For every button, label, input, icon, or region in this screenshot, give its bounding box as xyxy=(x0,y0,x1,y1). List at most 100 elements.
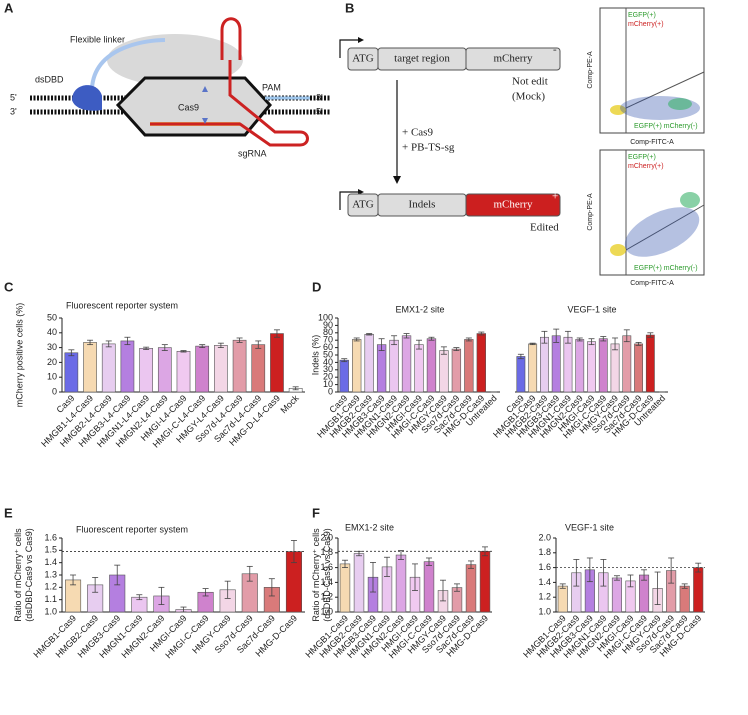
y-tick-label: 1.4 xyxy=(538,577,551,587)
density xyxy=(668,98,692,110)
label: sgRNA xyxy=(238,148,267,158)
linker xyxy=(90,38,166,89)
error-bar xyxy=(453,347,460,351)
bar xyxy=(598,338,608,393)
chart-title: EMX1-2 site xyxy=(345,522,394,532)
bar xyxy=(540,336,549,393)
axis-title: Comp-PE-A xyxy=(587,193,594,231)
y-tick-label: 2.0 xyxy=(320,532,333,542)
label: mCherry xyxy=(493,199,533,211)
promoter-arrow xyxy=(339,191,358,210)
y-tick-label: 1.1 xyxy=(44,594,57,604)
y-axis-title: Ratio of mCherry⁺ cells xyxy=(13,528,23,622)
error-bar xyxy=(124,336,131,346)
diagram-b: ATG target region mCherry - Not edit (Mo… xyxy=(339,37,561,234)
bar xyxy=(575,339,585,393)
y-tick-label: 1.6 xyxy=(538,562,551,572)
axis-title: Comp-FITC-A xyxy=(630,139,674,146)
error-bar xyxy=(586,557,593,583)
chart-title: Fluorescent reporter system xyxy=(76,524,188,534)
y-tick-label: 60 xyxy=(323,342,333,352)
error-bar xyxy=(428,336,435,341)
bar xyxy=(551,335,561,393)
y-axis-title: (dsDBD-Cas9 vs Cas9) xyxy=(24,528,34,622)
y-tick-label: 40 xyxy=(47,327,57,337)
y-tick-label: 1.4 xyxy=(320,577,333,587)
bar xyxy=(464,339,474,393)
density xyxy=(680,192,700,208)
label: - xyxy=(553,44,557,56)
error-bar xyxy=(378,338,385,351)
bar xyxy=(353,553,365,613)
chart-title: EMX1-2 site xyxy=(395,304,444,314)
chart-title: VEGF-1 site xyxy=(565,522,614,532)
gate-label: mCherry(+) xyxy=(628,21,664,28)
bar xyxy=(251,344,266,393)
y-tick-label: 1.2 xyxy=(44,582,57,592)
error-bar xyxy=(541,330,548,344)
axis-title: Comp-PE-A xyxy=(587,51,594,89)
label: + Cas9 xyxy=(402,127,433,139)
y-tick-label: 30 xyxy=(47,342,57,352)
density xyxy=(624,207,700,257)
bar xyxy=(557,585,568,613)
label: Edited xyxy=(530,222,559,234)
error-bar xyxy=(224,580,231,599)
x-tick-label: Mock xyxy=(278,393,301,416)
bar xyxy=(176,350,191,393)
error-bar xyxy=(290,540,297,564)
y-tick-label: 90 xyxy=(323,320,333,330)
bar xyxy=(139,348,153,393)
bar xyxy=(634,343,643,393)
bar xyxy=(270,333,284,393)
y-axis-title: Indels (%) xyxy=(310,335,320,376)
y-axis-title: Ratio of mCherry⁺ cells xyxy=(311,528,321,622)
error-bar xyxy=(68,349,75,357)
bar xyxy=(389,339,399,393)
label: target region xyxy=(394,53,450,65)
bar xyxy=(645,334,655,393)
y-tick-label: 0 xyxy=(328,386,333,396)
bar xyxy=(64,352,79,393)
error-bar xyxy=(292,386,299,391)
y-axis-title: (dsDBD-Cas9 vs Cas9) xyxy=(322,528,332,622)
diagram-a: Flexible linker dsDBD Cas9 PAM sgRNA 5' … xyxy=(10,17,330,158)
y-tick-label: 1.0 xyxy=(320,606,333,616)
error-bar xyxy=(426,557,432,566)
bar xyxy=(528,343,538,393)
bar xyxy=(476,333,486,393)
bar xyxy=(622,335,632,393)
chart-title: VEGF-1 site xyxy=(567,304,616,314)
error-bar xyxy=(180,350,187,353)
bar xyxy=(414,344,424,393)
panel-label: C xyxy=(4,279,14,294)
bar xyxy=(451,348,462,393)
error-bar xyxy=(255,340,262,349)
label: ATG xyxy=(352,199,373,211)
y-tick-label: 70 xyxy=(323,335,333,345)
error-bar xyxy=(600,336,607,342)
y-tick-label: 1.2 xyxy=(538,592,551,602)
gate-label: mCherry(+) xyxy=(628,163,664,170)
y-tick-label: 20 xyxy=(47,357,57,367)
error-bar xyxy=(564,330,571,344)
y-tick-label: 1.0 xyxy=(44,606,57,616)
panel-label: D xyxy=(312,279,321,294)
y-tick-label: 1.0 xyxy=(538,606,551,616)
label: (Mock) xyxy=(512,91,545,103)
error-bar xyxy=(440,346,447,355)
error-bar xyxy=(199,344,206,349)
bar xyxy=(587,341,596,393)
box xyxy=(465,47,561,71)
error-bar xyxy=(114,564,121,586)
label: Cas9 xyxy=(178,102,199,112)
y-tick-label: 10 xyxy=(323,379,333,389)
gate-label: EGFP(+) xyxy=(628,154,656,161)
y-tick-label: 80 xyxy=(323,327,333,337)
bar xyxy=(465,564,477,613)
error-bar xyxy=(654,571,661,605)
bar xyxy=(401,335,412,393)
bar xyxy=(376,344,387,393)
flow-plot: EGFP(+) mCherry(+) EGFP(+) mCherry(-) Co… xyxy=(587,7,705,146)
